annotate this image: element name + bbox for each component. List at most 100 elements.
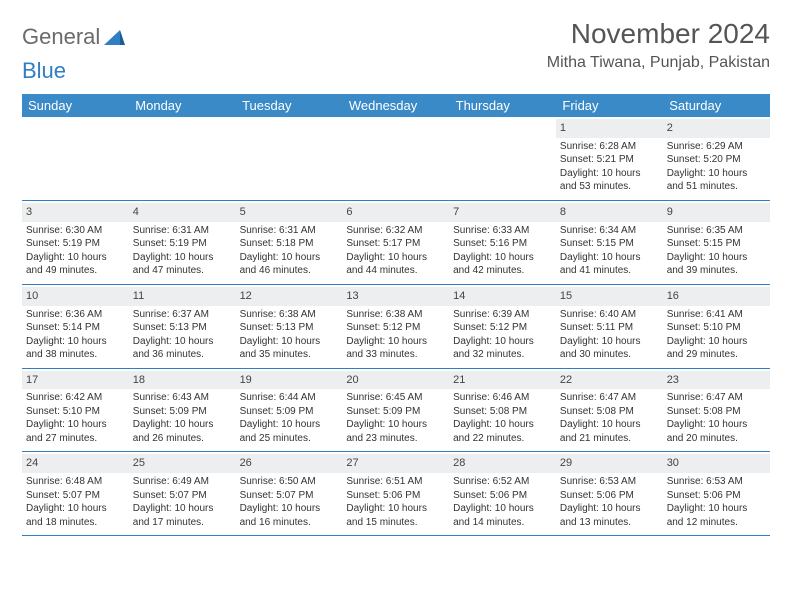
daylight-line: Daylight: 10 hours and 39 minutes.: [667, 251, 766, 278]
day-content: 21Sunrise: 6:46 AMSunset: 5:08 PMDayligh…: [449, 369, 556, 452]
sunset-line: Sunset: 5:07 PM: [26, 489, 125, 503]
brand-part1: General: [22, 24, 100, 50]
sunrise-line: Sunrise: 6:32 AM: [346, 224, 445, 238]
weekday-header: Monday: [129, 94, 236, 117]
calendar-day-cell: 23Sunrise: 6:47 AMSunset: 5:08 PMDayligh…: [663, 368, 770, 452]
day-number: 26: [236, 454, 343, 473]
daylight-line: Daylight: 10 hours and 21 minutes.: [560, 418, 659, 445]
day-content: 12Sunrise: 6:38 AMSunset: 5:13 PMDayligh…: [236, 285, 343, 368]
sunset-line: Sunset: 5:13 PM: [133, 321, 232, 335]
sunrise-line: Sunrise: 6:47 AM: [667, 391, 766, 405]
day-content: 29Sunrise: 6:53 AMSunset: 5:06 PMDayligh…: [556, 452, 663, 535]
sunrise-line: Sunrise: 6:28 AM: [560, 140, 659, 154]
sunrise-line: Sunrise: 6:45 AM: [346, 391, 445, 405]
day-number: 30: [663, 454, 770, 473]
day-content: 4Sunrise: 6:31 AMSunset: 5:19 PMDaylight…: [129, 201, 236, 284]
daylight-line: Daylight: 10 hours and 27 minutes.: [26, 418, 125, 445]
daylight-line: Daylight: 10 hours and 12 minutes.: [667, 502, 766, 529]
calendar-day-cell: 24Sunrise: 6:48 AMSunset: 5:07 PMDayligh…: [22, 452, 129, 536]
calendar-week-row: 1Sunrise: 6:28 AMSunset: 5:21 PMDaylight…: [22, 117, 770, 200]
sunrise-line: Sunrise: 6:50 AM: [240, 475, 339, 489]
day-content: 20Sunrise: 6:45 AMSunset: 5:09 PMDayligh…: [342, 369, 449, 452]
calendar-day-cell: 8Sunrise: 6:34 AMSunset: 5:15 PMDaylight…: [556, 200, 663, 284]
sunset-line: Sunset: 5:08 PM: [560, 405, 659, 419]
daylight-line: Daylight: 10 hours and 47 minutes.: [133, 251, 232, 278]
day-content: 23Sunrise: 6:47 AMSunset: 5:08 PMDayligh…: [663, 369, 770, 452]
calendar-day-cell: 1Sunrise: 6:28 AMSunset: 5:21 PMDaylight…: [556, 117, 663, 200]
day-number: 18: [129, 371, 236, 390]
sunset-line: Sunset: 5:08 PM: [667, 405, 766, 419]
sunset-line: Sunset: 5:09 PM: [346, 405, 445, 419]
weekday-header-row: SundayMondayTuesdayWednesdayThursdayFrid…: [22, 94, 770, 117]
sunrise-line: Sunrise: 6:33 AM: [453, 224, 552, 238]
sunset-line: Sunset: 5:09 PM: [240, 405, 339, 419]
sunrise-line: Sunrise: 6:40 AM: [560, 308, 659, 322]
daylight-line: Daylight: 10 hours and 51 minutes.: [667, 167, 766, 194]
calendar-empty-cell: [236, 117, 343, 200]
sunrise-line: Sunrise: 6:38 AM: [346, 308, 445, 322]
sunrise-line: Sunrise: 6:47 AM: [560, 391, 659, 405]
day-content: 26 Sunrise: 6:50 AMSunset: 5:07 PMDayligh…: [236, 452, 343, 535]
sunrise-line: Sunrise: 6:44 AM: [240, 391, 339, 405]
calendar-day-cell: 20Sunrise: 6:45 AMSunset: 5:09 PMDayligh…: [342, 368, 449, 452]
sunrise-line: Sunrise: 6:30 AM: [26, 224, 125, 238]
day-content: 2Sunrise: 6:29 AMSunset: 5:20 PMDaylight…: [663, 117, 770, 200]
calendar-table: SundayMondayTuesdayWednesdayThursdayFrid…: [22, 94, 770, 536]
calendar-day-cell: 25Sunrise: 6:49 AMSunset: 5:07 PMDayligh…: [129, 452, 236, 536]
day-content: 13Sunrise: 6:38 AMSunset: 5:12 PMDayligh…: [342, 285, 449, 368]
day-content: 17Sunrise: 6:42 AMSunset: 5:10 PMDayligh…: [22, 369, 129, 452]
day-number: 5: [236, 203, 343, 222]
daylight-line: Daylight: 10 hours and 44 minutes.: [346, 251, 445, 278]
calendar-day-cell: 10Sunrise: 6:36 AMSunset: 5:14 PMDayligh…: [22, 284, 129, 368]
sunset-line: Sunset: 5:07 PM: [133, 489, 232, 503]
sunset-line: Sunset: 5:18 PM: [240, 237, 339, 251]
day-number: 10: [22, 287, 129, 306]
calendar-empty-cell: [129, 117, 236, 200]
daylight-line: Daylight: 10 hours and 36 minutes.: [133, 335, 232, 362]
day-number: 4: [129, 203, 236, 222]
calendar-head: SundayMondayTuesdayWednesdayThursdayFrid…: [22, 94, 770, 117]
day-content: 1Sunrise: 6:28 AMSunset: 5:21 PMDaylight…: [556, 117, 663, 200]
sunrise-line: Sunrise: 6:41 AM: [667, 308, 766, 322]
daylight-line: Daylight: 10 hours and 29 minutes.: [667, 335, 766, 362]
day-content: [22, 117, 129, 195]
day-content: 3Sunrise: 6:30 AMSunset: 5:19 PMDaylight…: [22, 201, 129, 284]
day-number: 20: [342, 371, 449, 390]
calendar-empty-cell: [22, 117, 129, 200]
calendar-day-cell: 21Sunrise: 6:46 AMSunset: 5:08 PMDayligh…: [449, 368, 556, 452]
sunset-line: Sunset: 5:07 PM: [240, 489, 339, 503]
calendar-day-cell: 16Sunrise: 6:41 AMSunset: 5:10 PMDayligh…: [663, 284, 770, 368]
day-content: 7Sunrise: 6:33 AMSunset: 5:16 PMDaylight…: [449, 201, 556, 284]
calendar-day-cell: 13Sunrise: 6:38 AMSunset: 5:12 PMDayligh…: [342, 284, 449, 368]
day-content: 15Sunrise: 6:40 AMSunset: 5:11 PMDayligh…: [556, 285, 663, 368]
sunrise-line: Sunrise: 6:53 AM: [560, 475, 659, 489]
day-number: 28: [449, 454, 556, 473]
daylight-line: Daylight: 10 hours and 49 minutes.: [26, 251, 125, 278]
calendar-day-cell: 27Sunrise: 6:51 AMSunset: 5:06 PMDayligh…: [342, 452, 449, 536]
day-number: 1: [556, 119, 663, 138]
day-content: 27Sunrise: 6:51 AMSunset: 5:06 PMDayligh…: [342, 452, 449, 535]
day-content: 25Sunrise: 6:49 AMSunset: 5:07 PMDayligh…: [129, 452, 236, 535]
brand-part2: Blue: [22, 58, 66, 84]
calendar-day-cell: 26 Sunrise: 6:50 AMSunset: 5:07 PMDayligh…: [236, 452, 343, 536]
sunset-line: Sunset: 5:06 PM: [667, 489, 766, 503]
calendar-day-cell: 30 Sunrise: 6:53 AMSunset: 5:06 PMDayligh…: [663, 452, 770, 536]
daylight-line: Daylight: 10 hours and 33 minutes.: [346, 335, 445, 362]
daylight-line: Daylight: 10 hours and 42 minutes.: [453, 251, 552, 278]
daylight-line: Daylight: 10 hours and 16 minutes.: [240, 502, 339, 529]
sunrise-line: Sunrise: 6:42 AM: [26, 391, 125, 405]
day-number: 2: [663, 119, 770, 138]
sunset-line: Sunset: 5:13 PM: [240, 321, 339, 335]
day-content: [129, 117, 236, 195]
sunset-line: Sunset: 5:06 PM: [346, 489, 445, 503]
sunset-line: Sunset: 5:06 PM: [560, 489, 659, 503]
sunrise-line: Sunrise: 6:53 AM: [667, 475, 766, 489]
day-number: 6: [342, 203, 449, 222]
daylight-line: Daylight: 10 hours and 15 minutes.: [346, 502, 445, 529]
daylight-line: Daylight: 10 hours and 25 minutes.: [240, 418, 339, 445]
day-number: 13: [342, 287, 449, 306]
daylight-line: Daylight: 10 hours and 17 minutes.: [133, 502, 232, 529]
sunset-line: Sunset: 5:06 PM: [453, 489, 552, 503]
day-number: 16: [663, 287, 770, 306]
day-content: [449, 117, 556, 195]
